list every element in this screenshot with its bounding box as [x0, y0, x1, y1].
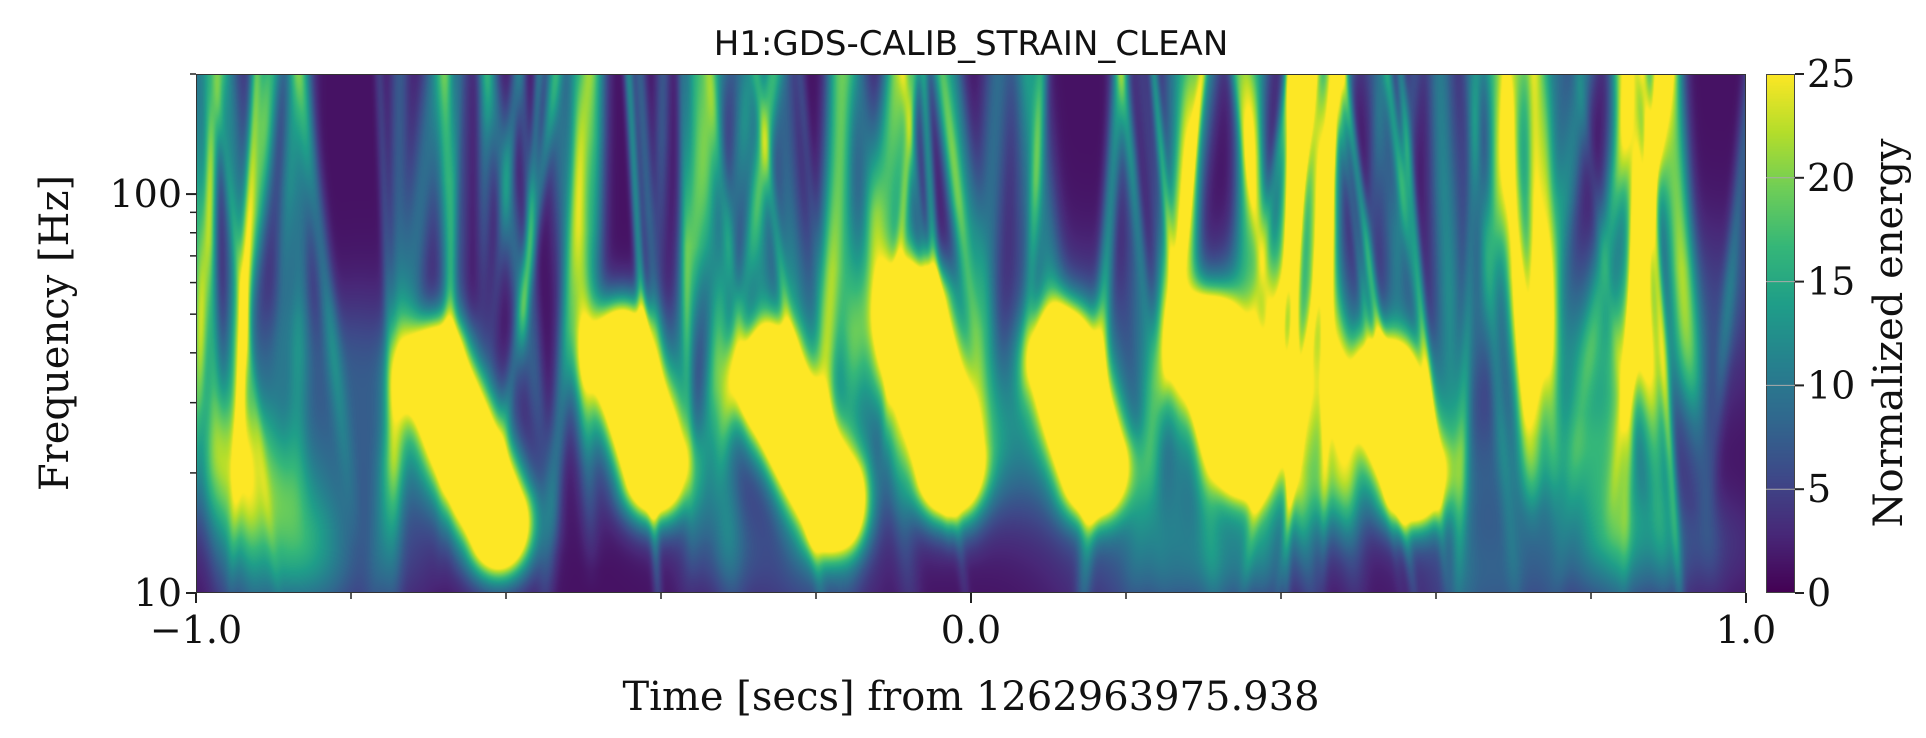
colorbar [1766, 74, 1795, 593]
y-tick-label: 10 [134, 571, 182, 615]
plot-frame [196, 74, 1746, 593]
colorbar-tick-label: 5 [1807, 467, 1831, 511]
colorbar-tick-label: 15 [1807, 260, 1855, 304]
x-axis-label: Time [secs] from 1262963975.938 [622, 674, 1319, 720]
colorbar-tick-label: 0 [1807, 571, 1831, 615]
colorbar-tick-label: 20 [1807, 156, 1855, 200]
y-axis-label: Frequency [Hz] [32, 175, 78, 491]
chart-title: H1:GDS-CALIB_STRAIN_CLEAN [713, 24, 1229, 64]
x-tick-label: 0.0 [941, 608, 1001, 652]
x-tick-label: −1.0 [150, 608, 242, 652]
colorbar-frame [1766, 74, 1795, 593]
plot-area [196, 74, 1746, 593]
colorbar-tick-label: 10 [1807, 363, 1855, 407]
colorbar-tick-label: 25 [1807, 52, 1855, 96]
y-tick-label: 100 [109, 172, 182, 216]
colorbar-label: Normalized energy [1866, 138, 1912, 527]
spectrogram-heatmap [196, 74, 1746, 593]
x-tick-label: 1.0 [1716, 608, 1776, 652]
